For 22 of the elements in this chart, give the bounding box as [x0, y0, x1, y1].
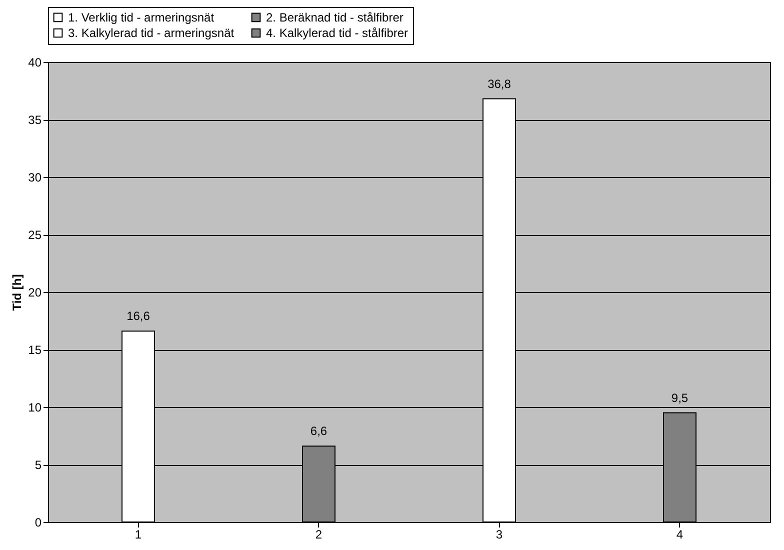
- data-label: 16,6: [126, 309, 150, 324]
- data-label: 9,5: [671, 390, 688, 405]
- x-tick-label: 1: [134, 528, 142, 542]
- y-tick-label: 0: [34, 516, 42, 530]
- legend-label: 1. Verklig tid - armeringsnät: [68, 10, 215, 24]
- y-tick-label: 25: [28, 228, 42, 242]
- y-axis-title: Tid [h]: [10, 274, 24, 311]
- y-tick-label: 15: [28, 343, 42, 357]
- y-tick-label: 5: [34, 458, 42, 472]
- legend-label: 2. Beräknad tid - stålfibrer: [266, 10, 404, 24]
- legend-label: 3. Kalkylerad tid - armeringsnät: [68, 26, 235, 40]
- y-tick-label: 35: [28, 113, 42, 127]
- x-tick-label: 4: [676, 528, 684, 542]
- x-tick-label: 2: [315, 528, 322, 542]
- legend-label: 4. Kalkylerad tid - stålfibrer: [266, 26, 408, 40]
- y-tick-label: 30: [28, 170, 42, 184]
- y-tick-label: 20: [28, 286, 42, 300]
- data-label: 36,8: [488, 76, 512, 91]
- y-tick-label: 40: [28, 56, 42, 70]
- data-label: 6,6: [310, 424, 328, 438]
- x-tick-label: 3: [496, 528, 503, 542]
- y-tick-label: 10: [28, 400, 42, 414]
